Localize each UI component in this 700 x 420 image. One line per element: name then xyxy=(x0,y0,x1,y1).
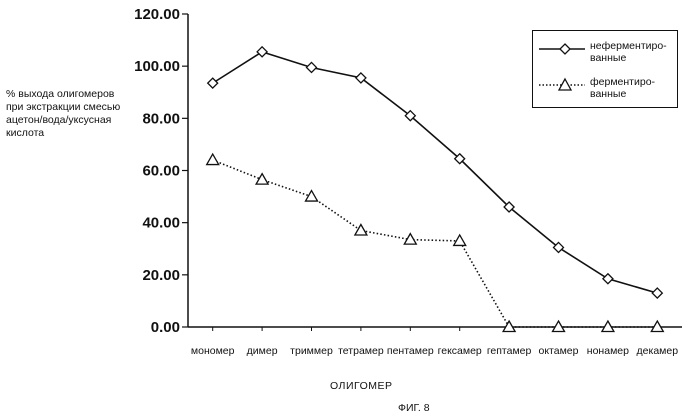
y-tick-label: 40.00 xyxy=(142,215,180,232)
legend-item-series-1: неферментиро- ванные xyxy=(533,35,677,69)
y-axis-label-line: кислота xyxy=(6,127,45,139)
x-tick-label: гептамер xyxy=(487,345,532,357)
x-tick-labels: мономер димер триммер тетрамер пентамер гекса… xyxy=(191,345,678,357)
diamond-marker xyxy=(601,272,614,285)
legend-item-series-2: ферментиро- ванные xyxy=(533,71,677,105)
series-1 xyxy=(206,45,664,300)
series-group xyxy=(205,45,665,333)
x-tick-label: гексамер xyxy=(438,345,482,357)
x-tick-label: октамер xyxy=(539,345,579,357)
x-tick-label: димер xyxy=(247,345,278,357)
diamond-marker xyxy=(453,152,466,165)
diamond-marker xyxy=(256,45,269,58)
triangle-marker xyxy=(403,232,418,245)
x-tick-label: нонамер xyxy=(587,345,629,357)
triangle-marker xyxy=(600,319,616,333)
y-tick-label: 120.00 xyxy=(134,6,180,23)
y-axis-label-line: ацетон/вода/уксусная xyxy=(6,114,112,126)
diamond-marker xyxy=(651,287,664,300)
legend: неферментиро- ванные ферментиро- ванные xyxy=(532,30,678,108)
series-line xyxy=(212,50,658,294)
y-tick-label: 0.00 xyxy=(151,319,180,336)
y-axis-label: % выхода олигомеров при экстракции смесь… xyxy=(6,88,124,140)
y-tick-label: 100.00 xyxy=(134,58,180,75)
triangle-marker xyxy=(650,319,665,333)
legend-swatch-triangle xyxy=(539,77,585,91)
legend-label-line: ванные xyxy=(590,52,627,64)
legend-label-line: ферментиро- xyxy=(590,76,656,88)
diamond-marker xyxy=(404,109,417,122)
triangle-marker xyxy=(501,319,517,333)
y-tick-label: 80.00 xyxy=(142,110,180,127)
x-tick-label: пентамер xyxy=(387,345,434,357)
x-tick-label: мономер xyxy=(191,345,235,357)
legend-label: неферментиро- ванные xyxy=(590,40,674,64)
series-line xyxy=(212,159,658,328)
series-2 xyxy=(205,152,665,333)
diamond-marker xyxy=(354,71,367,84)
y-tick-label: 20.00 xyxy=(142,267,180,284)
diamond-marker xyxy=(305,61,318,74)
triangle-marker xyxy=(205,152,220,166)
x-tick-label: декамер xyxy=(637,345,679,357)
y-axis-label-line: при экстракции смесью xyxy=(6,101,121,113)
legend-label-line: неферментиро- xyxy=(590,40,667,52)
diamond-marker xyxy=(552,241,565,254)
x-axis-label: ОЛИГОМЕР xyxy=(330,380,393,392)
legend-swatch-diamond xyxy=(539,43,585,55)
legend-label-line: ванные xyxy=(590,88,627,100)
legend-label: ферментиро- ванные xyxy=(590,76,674,100)
diamond-marker-icon xyxy=(559,43,571,55)
y-tick-label: 60.00 xyxy=(142,163,180,180)
triangle-marker xyxy=(353,223,369,236)
triangle-marker-icon xyxy=(557,77,573,91)
diamond-marker xyxy=(503,201,516,213)
x-tick-label: триммер xyxy=(290,345,333,357)
triangle-marker xyxy=(551,319,566,333)
y-axis-label-line: % выхода олигомеров xyxy=(6,88,115,100)
diamond-marker xyxy=(206,77,219,90)
triangle-marker xyxy=(304,189,319,202)
y-tick-labels: 0.00 20.00 40.00 60.00 80.00 100.00 120.00 xyxy=(134,6,180,336)
triangle-marker xyxy=(452,233,467,247)
x-tick-label: тетрамер xyxy=(338,345,384,357)
axes xyxy=(182,13,682,331)
figure-caption: ФИГ. 8 xyxy=(398,402,430,414)
triangle-marker xyxy=(254,172,270,185)
